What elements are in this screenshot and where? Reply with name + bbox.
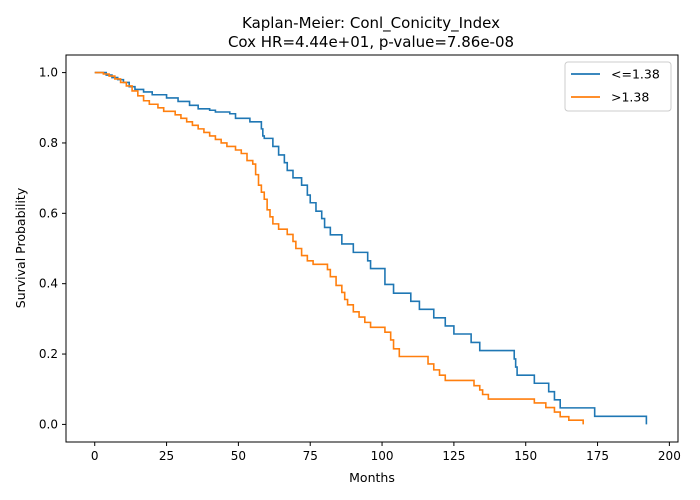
survival-curve-gt138 — [94, 71, 584, 425]
chart-title: Kaplan-Meier: Conl_Conicity_Index — [242, 14, 500, 33]
y-tick-label: 1.0 — [39, 66, 58, 80]
y-tick-label: 0.4 — [39, 277, 58, 291]
plot-frame — [65, 54, 679, 443]
x-tick-label: 125 — [442, 449, 465, 463]
y-tick-label: 0.8 — [39, 136, 58, 150]
y-axis-label: Survival Probability — [13, 187, 28, 308]
plot-lines — [94, 71, 648, 425]
axis-ticks: 0 25 50 75 100 125 150 175 200 0.0 0.2 0.4 0.6 0.8 1.0 — [39, 66, 681, 463]
x-tick-label: 75 — [303, 449, 318, 463]
survival-curve-le138 — [94, 71, 648, 425]
chart-subtitle: Cox HR=4.44e+01, p-value=7.86e-08 — [228, 33, 514, 51]
legend: <=1.38 >1.38 — [564, 61, 672, 112]
x-tick-label: 175 — [586, 449, 609, 463]
legend-label-gt138: >1.38 — [611, 90, 649, 105]
x-tick-label: 0 — [91, 449, 99, 463]
x-tick-label: 100 — [371, 449, 394, 463]
x-axis-label: Months — [349, 470, 395, 485]
y-tick-label: 0.2 — [39, 347, 58, 361]
x-tick-label: 200 — [658, 449, 681, 463]
legend-label-le138: <=1.38 — [611, 67, 660, 82]
y-tick-label: 0.6 — [39, 206, 58, 220]
x-tick-label: 150 — [514, 449, 537, 463]
x-tick-label: 25 — [159, 449, 174, 463]
y-tick-label: 0.0 — [39, 417, 58, 431]
x-tick-label: 50 — [231, 449, 246, 463]
